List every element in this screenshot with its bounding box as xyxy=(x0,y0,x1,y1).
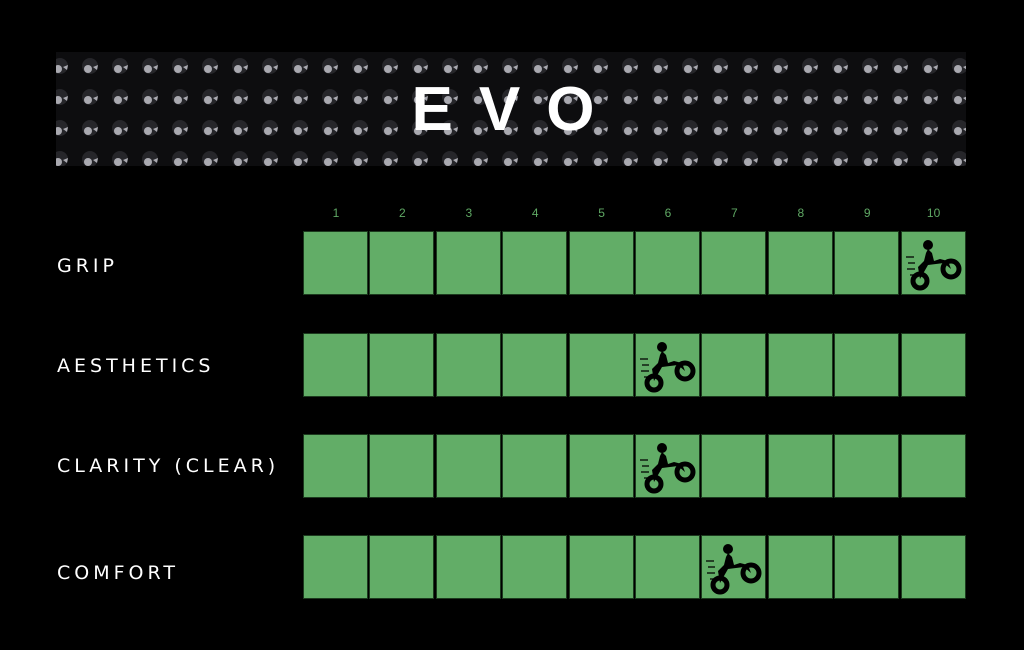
rating-cell xyxy=(834,535,900,599)
rating-cell xyxy=(900,333,966,397)
rating-cell xyxy=(701,434,767,498)
dot-pattern-background xyxy=(56,58,966,166)
rating-cell xyxy=(369,434,435,498)
rating-cell xyxy=(303,535,368,599)
rating-cell xyxy=(435,231,501,295)
rating-cell xyxy=(502,535,568,599)
rating-cell xyxy=(502,434,568,498)
rating-cell xyxy=(303,333,368,397)
rating-cell xyxy=(435,535,501,599)
rating-cell xyxy=(369,231,435,295)
title-banner: EVO xyxy=(56,52,966,166)
rating-cell xyxy=(834,231,900,295)
rating-cell xyxy=(502,333,568,397)
tick-label: 6 xyxy=(664,206,672,220)
rating-cell xyxy=(435,333,501,397)
motorcycle-icon xyxy=(704,543,764,599)
category-label: GRIP xyxy=(57,255,118,277)
tick-label: 8 xyxy=(797,206,805,220)
rating-cell xyxy=(303,434,368,498)
rating-cell xyxy=(900,535,966,599)
rating-cell xyxy=(635,535,700,599)
tick-label: 10 xyxy=(926,206,941,220)
motorcycle-icon xyxy=(904,239,964,295)
page-title: EVO xyxy=(411,74,621,144)
rating-cell xyxy=(568,231,634,295)
tick-label: 7 xyxy=(731,206,738,220)
motorcycle-icon xyxy=(638,341,698,397)
rating-cell xyxy=(701,333,767,397)
tick-label: 9 xyxy=(863,206,871,220)
rating-cell xyxy=(767,333,833,397)
tick-label: 2 xyxy=(399,206,406,220)
rating-cell xyxy=(568,535,634,599)
rating-cell xyxy=(635,231,700,295)
rating-cell xyxy=(900,434,966,498)
rating-cell xyxy=(568,333,634,397)
rating-cell xyxy=(834,434,900,498)
rating-cell xyxy=(435,434,501,498)
tick-label: 5 xyxy=(598,206,605,220)
rating-cell xyxy=(767,231,833,295)
rating-cell xyxy=(568,434,634,498)
rating-cell xyxy=(767,535,833,599)
category-label: COMFORT xyxy=(57,562,179,584)
tick-label: 1 xyxy=(332,206,340,220)
rating-cell xyxy=(303,231,368,295)
rating-cell xyxy=(369,535,435,599)
tick-label: 4 xyxy=(531,206,539,220)
rating-cell xyxy=(369,333,435,397)
rating-cell xyxy=(502,231,568,295)
tick-label: 3 xyxy=(465,206,473,220)
category-label: CLARITY (CLEAR) xyxy=(57,455,280,477)
category-label: AESTHETICS xyxy=(57,355,215,377)
rating-cell xyxy=(834,333,900,397)
rating-cell xyxy=(701,231,767,295)
motorcycle-icon xyxy=(638,442,698,498)
rating-cell xyxy=(767,434,833,498)
